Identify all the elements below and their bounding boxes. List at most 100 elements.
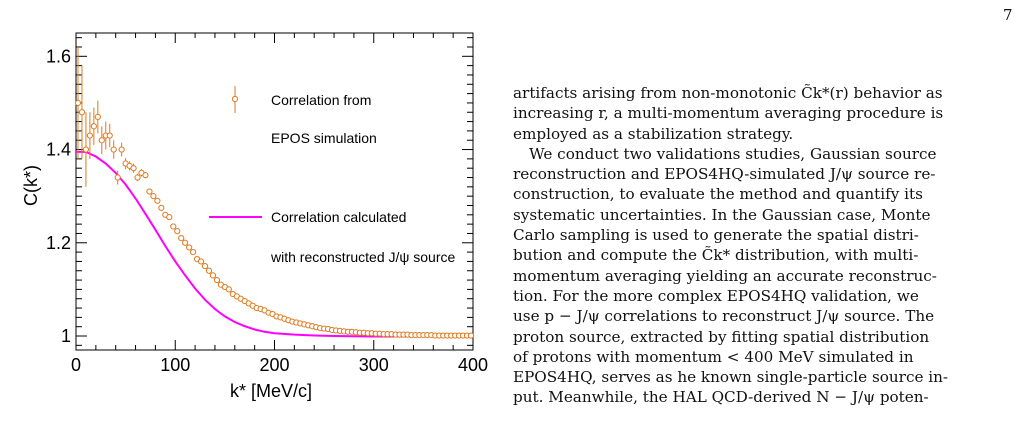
axis-labels: k* [MeV/c] C(k*) xyxy=(21,165,312,401)
text-line: momentum averaging yielding an accurate … xyxy=(513,266,937,285)
text-line: EPOS4HQ, serves as he known single-parti… xyxy=(513,368,949,387)
data-marker xyxy=(178,235,185,242)
text-line: reconstruction and EPOS4HQ-simulated J/ψ… xyxy=(513,165,936,184)
data-marker xyxy=(182,239,189,246)
data-points-layer xyxy=(74,46,475,339)
data-marker xyxy=(174,228,181,235)
y-tick-label: 1.4 xyxy=(46,140,71,160)
data-point xyxy=(90,107,97,145)
data-marker xyxy=(205,267,213,274)
data-point xyxy=(182,239,189,246)
data-marker xyxy=(146,188,153,195)
data-point xyxy=(134,173,141,182)
text-line: employed as a stabilization strategy. xyxy=(513,124,794,143)
page-number: 7 xyxy=(1003,6,1013,24)
data-point xyxy=(114,170,121,185)
data-point xyxy=(106,123,113,148)
data-point xyxy=(142,171,149,179)
data-point xyxy=(213,276,221,284)
data-point xyxy=(166,214,173,221)
text-line: tion. For the more complex EPOS4HQ valid… xyxy=(513,286,919,305)
data-point xyxy=(178,235,185,242)
data-point xyxy=(130,163,137,173)
data-marker xyxy=(134,174,141,181)
data-marker xyxy=(98,137,105,144)
data-point xyxy=(186,244,193,251)
legend-label-epos-line1: Correlation from xyxy=(271,92,371,108)
data-marker xyxy=(130,165,137,172)
text-line: proton source, extracted by fitting spat… xyxy=(513,327,930,346)
data-point xyxy=(78,65,86,159)
data-point xyxy=(201,262,209,270)
text-line: We conduct two validations studies, Gaus… xyxy=(529,144,937,163)
text-line: of protons with momentum < 400 MeV simul… xyxy=(513,347,914,366)
data-point xyxy=(225,286,232,293)
x-tick-label: 200 xyxy=(259,355,289,375)
data-point xyxy=(146,188,153,195)
y-tick-label: 1 xyxy=(61,326,71,346)
data-point xyxy=(154,197,161,204)
x-tick-label: 0 xyxy=(71,355,81,375)
plot-frame xyxy=(75,32,474,351)
data-marker xyxy=(94,113,101,121)
data-point xyxy=(118,142,125,157)
data-marker xyxy=(186,244,193,251)
data-point xyxy=(82,112,90,187)
data-marker xyxy=(74,99,82,107)
data-marker xyxy=(106,132,113,139)
plot-border xyxy=(75,32,474,351)
data-marker xyxy=(154,197,161,204)
data-point xyxy=(94,100,101,134)
data-marker xyxy=(201,262,209,270)
data-marker xyxy=(90,123,97,130)
data-marker xyxy=(86,132,93,139)
legend: Correlation from EPOS simulation Correlati… xyxy=(209,86,455,265)
data-marker xyxy=(142,172,149,179)
text-line: increasing r, a multi-momentum averaging… xyxy=(513,104,944,123)
body-text: artifacts arising from non-monotonic C̃k… xyxy=(513,83,997,408)
data-marker xyxy=(467,332,475,339)
x-tick-label: 100 xyxy=(160,355,190,375)
data-point xyxy=(197,258,205,265)
axis-ticks: 0 100 200 300 400 1 1.2 1.4 1.6 xyxy=(46,33,488,375)
data-marker xyxy=(110,146,117,153)
legend-marker-epos xyxy=(231,86,239,113)
legend-label-model-line2: with reconstructed J/ψ source xyxy=(270,249,455,265)
data-marker xyxy=(197,258,205,265)
text-line: artifacts arising from non-monotonic C̃k… xyxy=(513,84,943,102)
data-point xyxy=(158,204,165,211)
data-marker xyxy=(225,286,232,293)
data-point xyxy=(74,46,82,159)
legend-circle xyxy=(231,95,239,103)
data-marker xyxy=(166,214,173,221)
text-line: bution and compute the C̃k* distribution… xyxy=(513,246,919,265)
data-marker xyxy=(209,272,217,279)
text-line: Carlo sampling is used to generate the s… xyxy=(513,226,919,245)
data-marker xyxy=(170,223,177,230)
data-marker xyxy=(82,146,90,153)
data-marker xyxy=(213,276,221,284)
text-line: construction, to evaluate the method and… xyxy=(513,185,923,204)
data-point xyxy=(190,249,197,256)
data-point xyxy=(98,126,105,155)
legend-label-model-line1: Correlation calculated xyxy=(271,209,406,225)
x-tick-label: 300 xyxy=(359,355,389,375)
y-tick-label: 1.2 xyxy=(46,233,71,253)
x-tick-label: 400 xyxy=(458,355,488,375)
data-point xyxy=(150,193,157,200)
text-line: put. Meanwhile, the HAL QCD-derived N − … xyxy=(513,388,929,407)
data-marker xyxy=(190,249,197,256)
data-marker xyxy=(78,109,86,116)
data-point xyxy=(170,223,177,230)
data-point xyxy=(86,112,93,159)
y-tick-label: 1.6 xyxy=(46,46,71,66)
x-axis-label: k* [MeV/c] xyxy=(230,381,312,401)
y-axis-label: C(k*) xyxy=(21,165,41,206)
data-marker xyxy=(158,204,165,211)
data-point xyxy=(110,140,117,159)
data-marker xyxy=(150,193,157,200)
text-line: use p − J/ψ correlations to reconstruct … xyxy=(513,307,935,326)
data-point xyxy=(174,228,181,235)
data-point xyxy=(467,332,475,339)
